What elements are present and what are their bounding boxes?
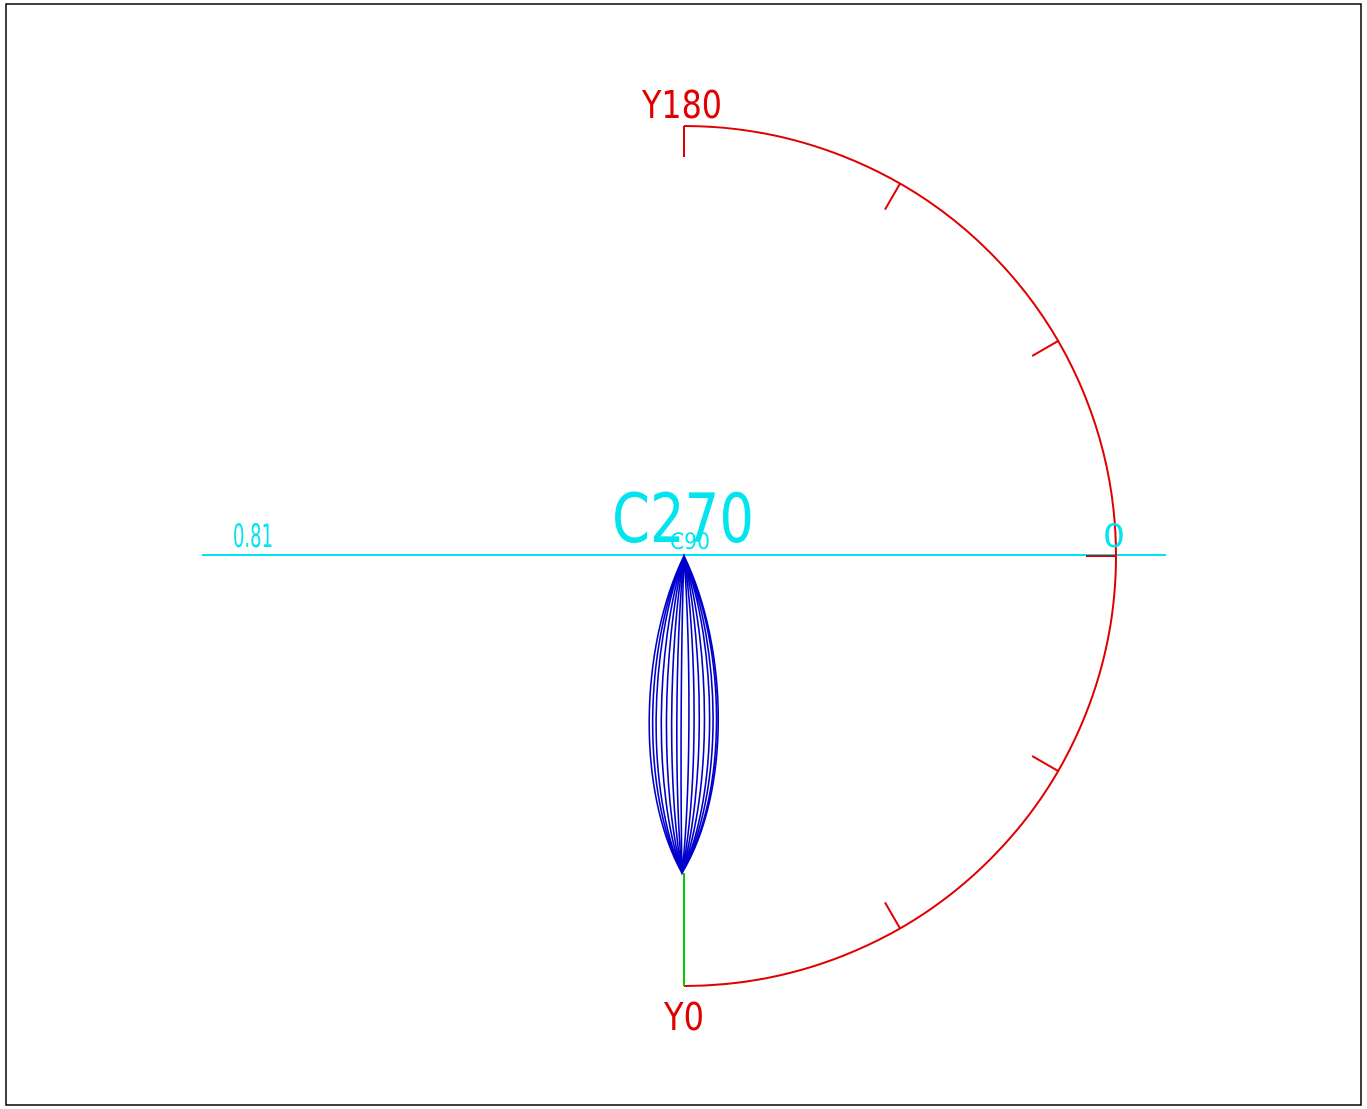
distribution-lobes xyxy=(648,552,719,876)
arc-tick-120 xyxy=(1031,340,1059,357)
lobe-curve-8 xyxy=(680,555,690,874)
label-top: Y180 xyxy=(641,83,722,127)
label-plane-sub: C90 xyxy=(670,530,710,555)
arc-ticks xyxy=(884,183,1116,929)
label-bottom: Y0 xyxy=(663,995,704,1039)
drawing-frame xyxy=(5,3,1362,1106)
arc-tick-150 xyxy=(884,183,901,211)
label-plane: C270 xyxy=(612,480,754,559)
arc-tick-30 xyxy=(884,901,901,929)
arc-tick-60 xyxy=(1031,755,1059,772)
label-right-value: 0 xyxy=(1103,517,1125,555)
lobe-curve-1 xyxy=(648,554,719,875)
label-left-value: 0.81 xyxy=(233,517,273,555)
